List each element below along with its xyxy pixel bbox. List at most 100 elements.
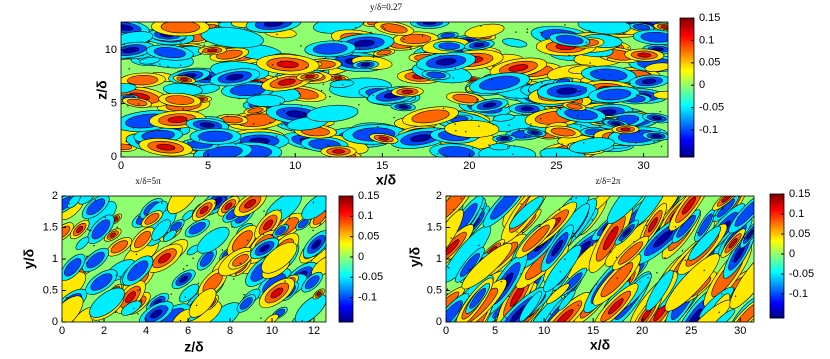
contour-dot	[137, 289, 139, 292]
contour-dot	[234, 143, 237, 145]
colorbar-cell	[770, 253, 784, 257]
colorbar-cell	[680, 89, 694, 93]
contour-level	[76, 225, 84, 233]
contour-dot	[372, 94, 375, 97]
x-tick-label: 15	[376, 160, 388, 172]
colorbar-cell	[339, 275, 353, 279]
contour-level	[464, 23, 505, 39]
contour-dot	[68, 203, 70, 205]
contour-dot	[382, 26, 384, 28]
contour-level	[640, 31, 668, 43]
contour-level	[479, 75, 521, 91]
contour-dot	[530, 123, 532, 125]
contour-dot	[513, 145, 516, 147]
colorbar-cell	[339, 254, 353, 258]
contour-level	[306, 104, 359, 123]
colorbar-tick-label: 0.15	[699, 12, 720, 24]
x-tick-label: 30	[637, 160, 649, 172]
contour-dot	[515, 31, 517, 33]
contour-dot	[137, 313, 139, 315]
contour-level	[520, 106, 534, 112]
contour-level	[568, 137, 615, 154]
contour-dot	[478, 244, 480, 247]
colorbar-cell	[339, 231, 353, 235]
contour-dot	[480, 25, 482, 27]
contour-dot	[192, 257, 194, 259]
colorbar-cell	[339, 305, 353, 308]
colorbar-cell	[770, 309, 784, 313]
colorbar-cell	[680, 87, 694, 91]
colorbar-cell	[770, 218, 784, 222]
contour-level	[618, 241, 644, 265]
colorbar-cell	[680, 50, 694, 54]
colorbar-cell	[680, 41, 694, 44]
colorbar-cell	[770, 210, 784, 214]
contour-dot	[643, 318, 645, 320]
contour-dot	[182, 268, 185, 270]
contour-dot	[327, 144, 329, 146]
contour-level	[207, 48, 218, 53]
colorbar-cell	[680, 82, 694, 86]
contour-dot	[393, 116, 395, 119]
contour-level	[121, 24, 134, 31]
contour-dot	[315, 254, 318, 257]
contour-level	[530, 131, 539, 135]
contour-dot	[522, 231, 524, 234]
contour-dot	[370, 31, 372, 34]
colorbar-cell	[680, 24, 694, 28]
colorbar-cell	[770, 245, 784, 249]
x-tick-label: 8	[227, 325, 233, 337]
colorbar-cell	[770, 276, 784, 280]
colorbar-cell	[680, 129, 694, 133]
contour-dot	[161, 202, 163, 204]
contour-level	[555, 34, 584, 45]
colorbar-cell	[770, 260, 784, 263]
colorbar-cell	[339, 317, 353, 321]
colorbar-cell	[680, 110, 694, 114]
contour-dot	[653, 141, 655, 143]
contour-dot	[750, 244, 753, 247]
contour-dot	[509, 130, 511, 133]
contour-level	[550, 127, 576, 137]
contour-dot	[198, 76, 200, 79]
colorbar-cell	[770, 231, 784, 234]
chart-title: y/δ=0.27	[370, 2, 403, 12]
contour-level	[67, 196, 81, 209]
contour-level	[660, 25, 668, 29]
colorbar-cell	[770, 272, 784, 276]
colorbar-cell	[339, 271, 353, 275]
contour-dot	[372, 143, 375, 146]
contour-dot	[286, 113, 289, 115]
contour-dot	[104, 216, 107, 219]
x-tick-label: 2	[101, 325, 107, 337]
colorbar-cell	[339, 229, 353, 233]
colorbar-cell	[339, 204, 353, 207]
y-tick-label: 1	[52, 253, 58, 265]
contour-dot	[609, 74, 611, 77]
colorbar-cell	[680, 140, 694, 144]
colorbar-tick-label: 0.1	[358, 210, 373, 222]
colorbar-cell	[339, 198, 353, 201]
colorbar-cell	[339, 296, 353, 300]
contour-dot	[734, 295, 737, 297]
contour-dot	[697, 231, 699, 234]
contour-level	[334, 76, 343, 80]
colorbar-cell	[770, 249, 784, 253]
contour-dot	[320, 89, 323, 92]
contour-dot	[595, 283, 598, 285]
contour-level	[711, 309, 736, 322]
x-tick-label: 10	[289, 160, 301, 172]
contour-level	[89, 287, 125, 318]
contour-level	[622, 227, 631, 238]
colorbar-cell	[770, 268, 784, 271]
contour-dot	[276, 33, 278, 36]
contour-dot	[664, 257, 666, 259]
x-tick-label: 25	[685, 325, 697, 337]
contour-dot	[407, 107, 409, 109]
colorbar-cell	[770, 229, 784, 232]
colorbar-cell	[770, 311, 784, 315]
contour-dot	[455, 130, 457, 132]
contour-level	[167, 116, 188, 123]
contour-level	[311, 239, 322, 250]
contour-dot	[238, 97, 241, 100]
